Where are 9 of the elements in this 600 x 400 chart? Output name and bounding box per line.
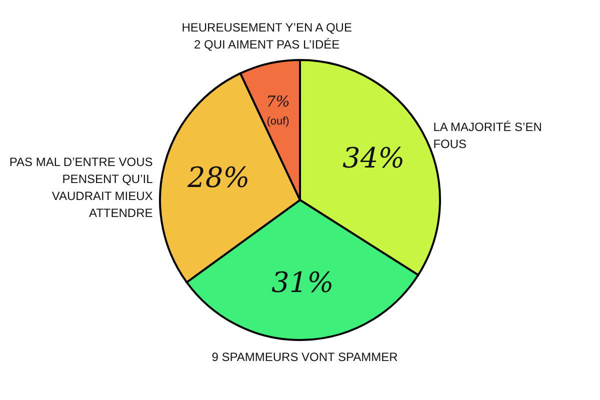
- slice-label: HEUREUSEMENT Y’EN A QUE 2 QUI AIMENT PAS L’IDÉE: [182, 20, 352, 52]
- text: (ouf): [266, 116, 290, 128]
- data-label: 34%: [342, 142, 405, 175]
- data-label: 31%: [272, 266, 334, 299]
- slice-label: 9 SPAMMEURS VONT SPAMMER: [212, 350, 398, 364]
- data-label: 28%: [186, 161, 250, 194]
- slice-label: LA MAJORITÉ S’EN FOUS: [433, 120, 542, 151]
- slice-label: PAS MAL D’ENTRE VOUS PENSENT QU’IL VAUDRAIT MIEUX ATTENDRE: [9, 155, 154, 220]
- data-label: 7%: [266, 92, 290, 111]
